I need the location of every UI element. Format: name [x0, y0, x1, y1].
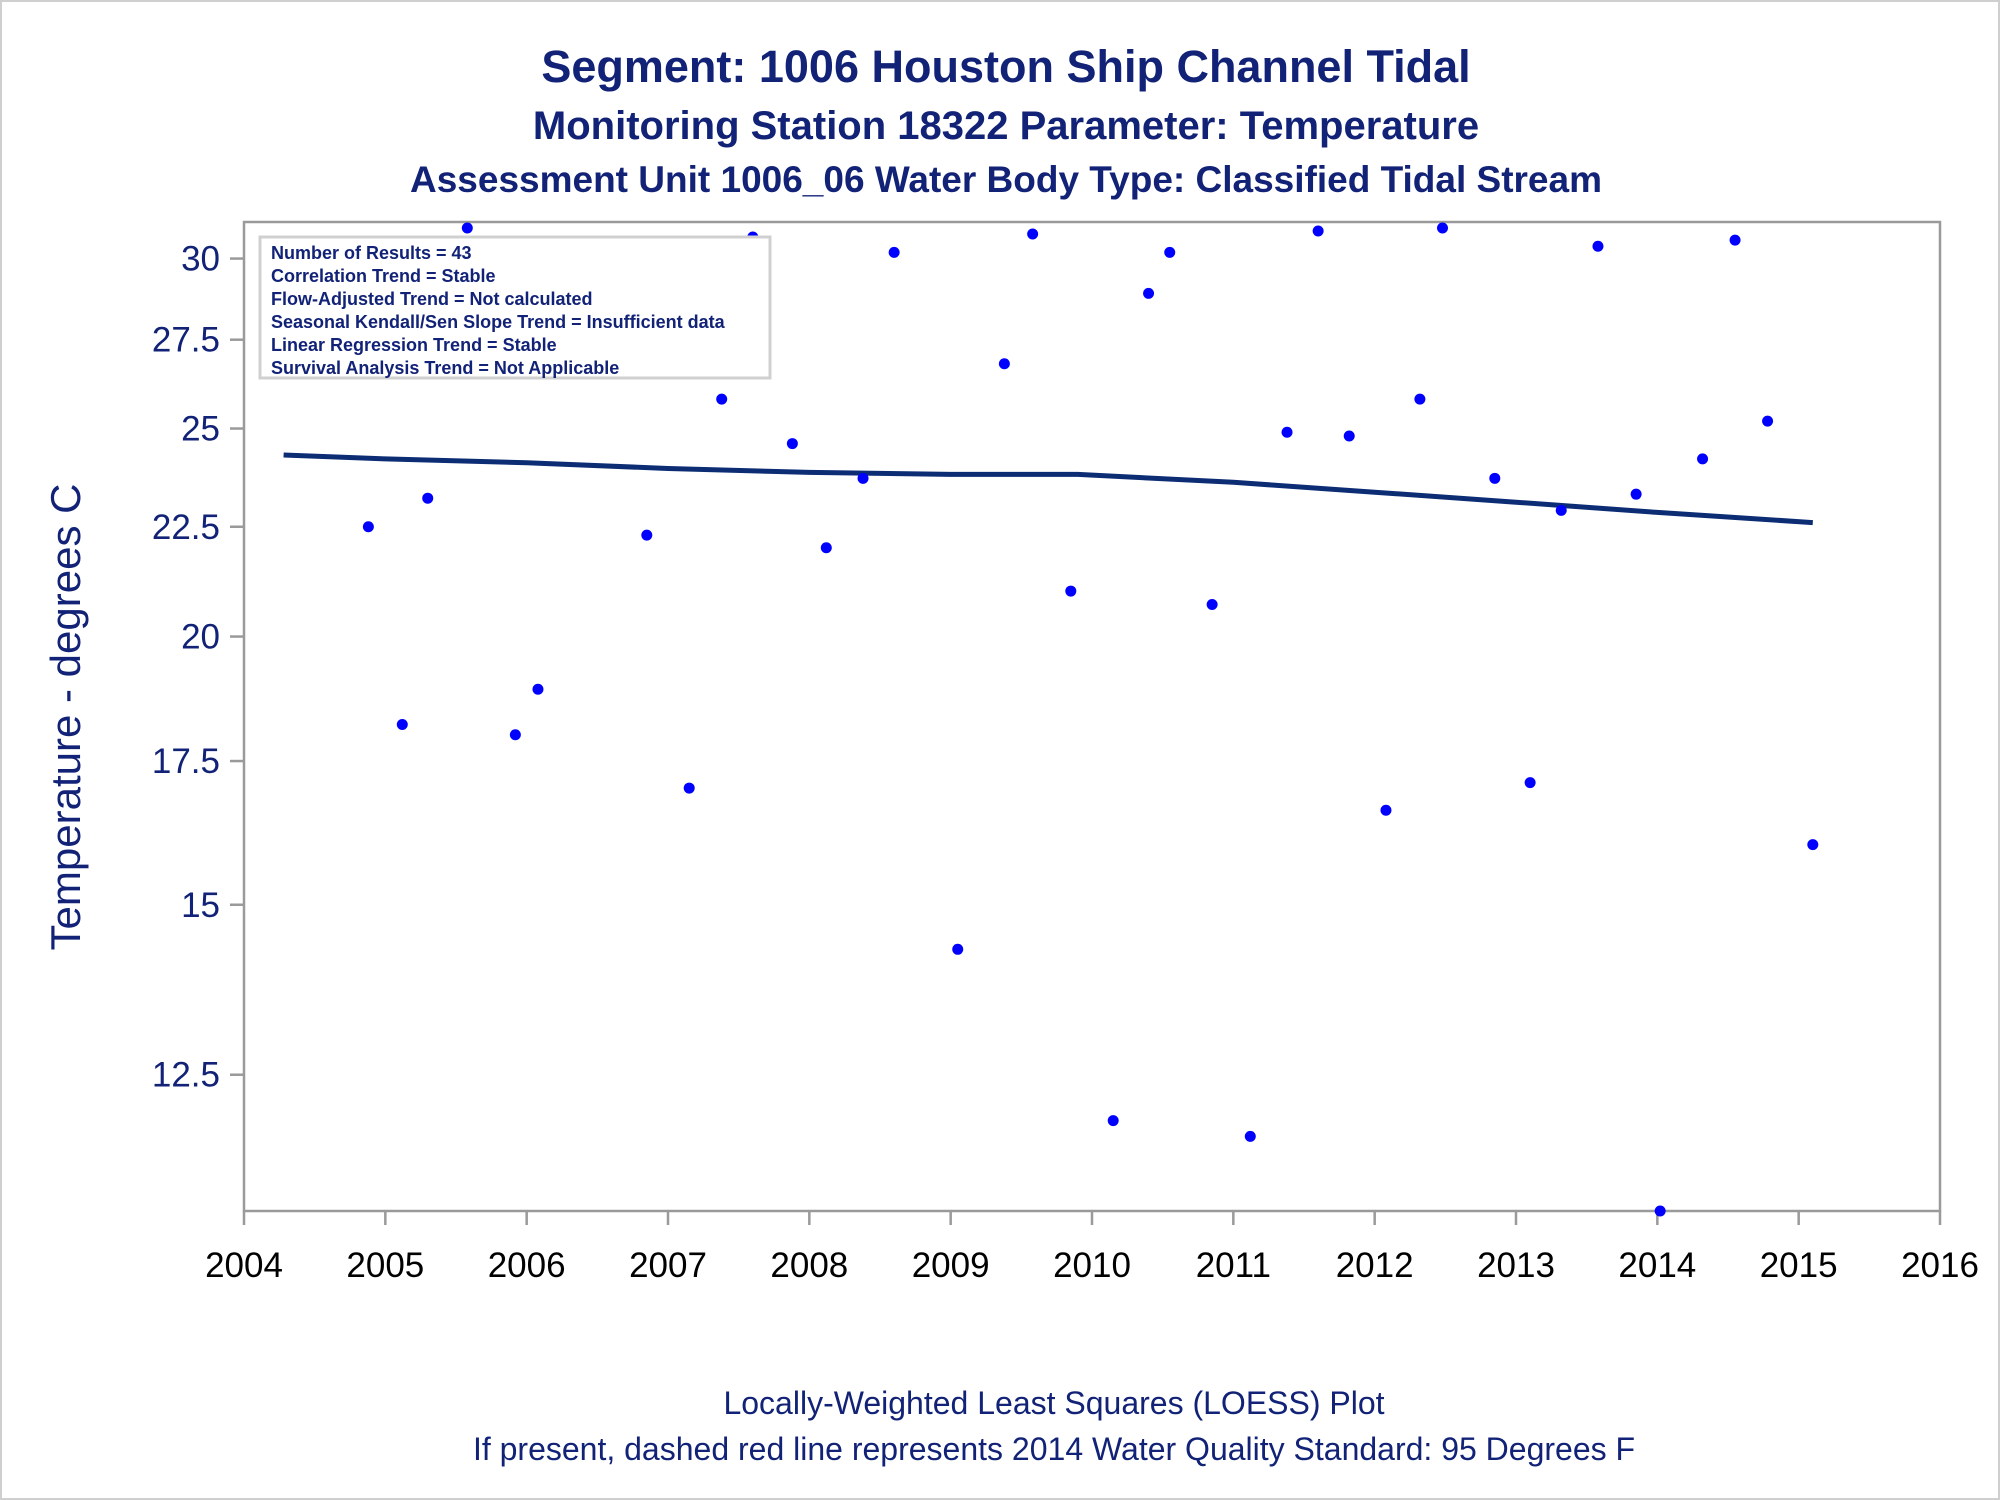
trend-summary-line: Correlation Trend = Stable	[271, 266, 496, 286]
chart-subtitle-2: Assessment Unit 1006_06 Water Body Type:…	[410, 159, 1602, 200]
y-axis-label: Temperature - degrees C	[42, 484, 89, 951]
x-tick-label: 2012	[1336, 1246, 1414, 1285]
data-point	[1414, 393, 1426, 405]
data-point	[1437, 222, 1449, 234]
data-point	[509, 729, 521, 741]
trend-summary-box: Number of Results = 43 Correlation Trend …	[258, 235, 772, 380]
chart-subtitle: Monitoring Station 18322 Parameter: Temp…	[533, 104, 1479, 148]
data-point	[422, 492, 434, 504]
data-point	[396, 718, 408, 730]
x-tick-label: 2014	[1618, 1246, 1696, 1285]
data-point	[786, 438, 798, 450]
y-tick-label: 15	[181, 886, 220, 925]
data-point	[532, 683, 544, 695]
y-tick-label: 12.5	[152, 1056, 220, 1095]
data-point	[1164, 246, 1176, 258]
chart-title: Segment: 1006 Houston Ship Channel Tidal	[541, 41, 1470, 92]
data-point	[1654, 1205, 1666, 1217]
data-point	[1630, 488, 1642, 500]
trend-summary-line: Number of Results = 43	[271, 243, 472, 263]
x-tick-label: 2009	[912, 1246, 990, 1285]
data-point	[820, 542, 832, 554]
x-tick-label: 2011	[1196, 1246, 1271, 1285]
data-point	[1027, 228, 1039, 240]
data-point	[1489, 472, 1501, 484]
loess-trend-line	[283, 452, 1813, 526]
data-point	[857, 472, 869, 484]
data-point	[1281, 426, 1293, 438]
footnote-standard: If present, dashed red line represents 2…	[473, 1431, 1635, 1467]
trend-summary-frame	[258, 235, 772, 380]
data-point	[362, 521, 374, 533]
y-axis: 12.5 15 17.5 20 22.5 25 27.5 30	[152, 240, 244, 1095]
data-point	[461, 222, 473, 234]
y-tick-label: 25	[181, 410, 220, 449]
data-point	[1592, 240, 1604, 252]
data-point	[1697, 453, 1709, 465]
trend-summary-line: Flow-Adjusted Trend = Not calculated	[271, 289, 593, 309]
data-point	[888, 246, 900, 258]
data-point	[716, 393, 728, 405]
y-tick-label: 22.5	[152, 508, 220, 547]
x-tick-label: 2005	[346, 1246, 424, 1285]
x-tick-label: 2008	[770, 1246, 848, 1285]
y-tick-label: 30	[181, 240, 220, 279]
trend-summary-line: Survival Analysis Trend = Not Applicable	[271, 358, 619, 378]
y-tick-label: 27.5	[152, 321, 220, 360]
data-point	[1312, 225, 1324, 237]
x-tick-label: 2015	[1760, 1246, 1838, 1285]
x-tick-label: 2006	[488, 1246, 566, 1285]
data-point	[1244, 1130, 1256, 1142]
x-tick-label: 2010	[1053, 1246, 1131, 1285]
data-point	[1555, 504, 1567, 516]
data-point	[1107, 1115, 1119, 1127]
y-tick-label: 17.5	[152, 742, 220, 781]
x-tick-label: 2013	[1477, 1246, 1555, 1285]
data-point	[1524, 777, 1536, 789]
data-point	[1762, 415, 1774, 427]
data-point	[1729, 234, 1741, 246]
data-point	[1380, 804, 1392, 816]
data-point	[683, 782, 695, 794]
data-point	[998, 358, 1010, 370]
data-point	[641, 529, 653, 541]
x-tick-label: 2016	[1901, 1246, 1979, 1285]
data-point	[952, 943, 964, 955]
data-point	[1065, 585, 1077, 597]
data-point	[1206, 598, 1218, 610]
data-point	[1143, 287, 1155, 299]
trend-summary-line: Linear Regression Trend = Stable	[271, 335, 557, 355]
data-point	[1343, 430, 1355, 442]
x-tick-label: 2004	[205, 1246, 283, 1285]
footnote-loess: Locally-Weighted Least Squares (LOESS) P…	[723, 1385, 1384, 1421]
x-tick-label: 2007	[629, 1246, 707, 1285]
x-axis: 2004 2005 2006 2007 2008 2009 2010 2011 2012 2013…	[205, 1211, 1979, 1285]
trend-summary-line: Seasonal Kendall/Sen Slope Trend = Insuf…	[271, 312, 726, 332]
data-point	[1807, 839, 1819, 851]
y-tick-label: 20	[181, 618, 220, 657]
